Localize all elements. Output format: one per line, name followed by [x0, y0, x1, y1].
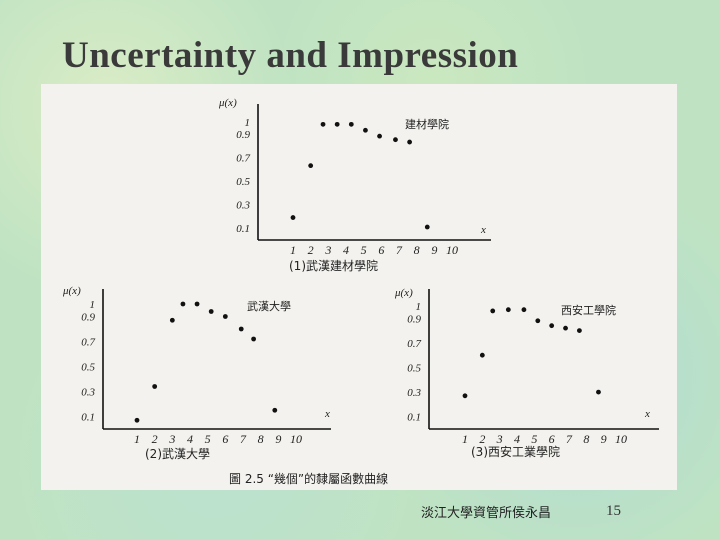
panel2-y-tick-label: 1 [90, 299, 96, 311]
panel2-data-point [169, 317, 175, 323]
panel3-data-point [505, 307, 511, 313]
panel1-x-tick-label: 5 [361, 243, 367, 257]
panel3-x-tick-label: 9 [601, 432, 607, 446]
panel2-x-tick-label: 2 [152, 432, 158, 446]
panel1-subtitle: (1)武漢建材學院 [289, 259, 378, 273]
panel1-data-point [424, 224, 430, 230]
panel1-y-tick-label: 0.9 [236, 129, 250, 141]
panel1-x-tick-label: 3 [324, 243, 331, 257]
panel2-data-point [194, 301, 200, 307]
panel3-data-point [563, 325, 568, 331]
panel2-y-tick-label: 0.3 [81, 387, 95, 399]
panel1-data-point [393, 137, 398, 143]
panel3-y-tick-label: 0.7 [407, 338, 421, 350]
panel3-y-tick-label: 0.5 [407, 363, 421, 375]
panel1-y-tick-label: 0.1 [236, 223, 250, 235]
panel1-x-tick-label: 4 [343, 243, 349, 257]
panel3-data-point [479, 352, 485, 358]
membership-function-figure: μ(x)x10.90.70.50.30.11 2 3 4 5 6 7 8 9 10建材學院(1)武… [62, 97, 659, 486]
panel2-x-tick-label: 5 [205, 432, 211, 446]
panel1-y-tick-label: 1 [245, 117, 251, 129]
panel3-x-tick-label: 7 [566, 432, 573, 446]
panel3-ylabel: μ(x) [394, 287, 413, 299]
panel1-y-tick-label: 0.5 [236, 176, 250, 188]
panel2-legend: 武漢大學 [247, 299, 291, 313]
panel1-data-point [363, 127, 368, 133]
panel3-data-point [577, 328, 582, 333]
panel3-data-point [549, 323, 555, 329]
panel1-data-point [348, 121, 354, 127]
panel3-data-point [521, 307, 527, 313]
panel2-y-tick-label: 0.5 [81, 362, 95, 374]
panel3-x-tick-label: 2 [479, 432, 485, 446]
slide-title: Uncertainty and Impression [62, 35, 519, 76]
panel2-x-tick-label: 1 [134, 432, 140, 446]
panel2-data-point [272, 407, 278, 413]
panel3-y-tick-label: 1 [416, 301, 422, 313]
panel3-x-tick-label: 8 [583, 432, 589, 446]
panel1-legend: 建材學院 [405, 117, 449, 131]
panel1-data-point [290, 215, 296, 220]
panel1-x-tick-label: 6 [378, 243, 384, 257]
figure-panel: μ(x) x 1 0.9 0.7 0.5 0.3 0.1 1 2 3 4 5 6 7 8 9 10 建材學院 (1)武… [41, 84, 677, 490]
panel2-data-point [152, 384, 158, 389]
panel3-data-point [462, 393, 468, 399]
panel1-data-point [377, 133, 382, 139]
panel1-x-tick-label: 1 [290, 243, 296, 257]
panel1-data-point [334, 121, 340, 127]
panel2-data-point [134, 417, 140, 423]
panel2-data-point [238, 326, 244, 332]
panel1-ylabel: μ(x) [218, 97, 237, 109]
panel1-data-point [308, 163, 314, 169]
panel3-x-tick-label: 1 [462, 432, 468, 446]
panel3-x-tick-label: 10 [615, 432, 627, 446]
footer-author: 淡江大學資管所侯永昌 [421, 506, 552, 521]
panel2-subtitle: (2)武漢大學 [145, 447, 210, 461]
panel3-legend: 西安工學院 [561, 303, 616, 317]
panel2-x-tick-label: 4 [187, 432, 193, 446]
page-number: 15 [606, 503, 621, 519]
panel2-xlabel: x [324, 408, 330, 420]
panel2-ylabel: μ(x) [62, 285, 81, 297]
panel1-x-tick-label: 2 [308, 243, 314, 257]
panel3-subtitle: (3)西安工業學院 [471, 444, 560, 459]
panel2-x-tick-label: 10 [290, 432, 302, 446]
panel1-data-point [320, 121, 326, 127]
panel3-y-tick-label: 0.3 [407, 387, 421, 399]
panel3-y-tick-label: 0.1 [407, 412, 421, 424]
panel2-x-tick-label: 6 [222, 432, 228, 446]
panel2-data-point [180, 301, 186, 307]
figure-caption: 圖 2.5 “幾個”的隸屬函數曲線 [229, 471, 388, 486]
panel1-x-tick-label: 10 [446, 243, 458, 257]
panel2-x-tick-label: 8 [258, 432, 264, 446]
panel3-data-point [490, 308, 496, 314]
panel1-x-tick-label: 9 [431, 243, 437, 257]
panel3-x-tick-label: 5 [531, 432, 537, 446]
panel2-y-tick-label: 0.7 [81, 337, 95, 349]
panel1-xlabel: x [480, 224, 486, 236]
panel3-xlabel: x [644, 408, 650, 420]
panel2-data-point [251, 336, 256, 342]
panel2-x-tick-label: 7 [240, 432, 247, 446]
panel1-x-tick-label: 8 [414, 243, 420, 257]
panel3-x-tick-label: 4 [514, 432, 520, 446]
panel3-x-tick-label: 3 [496, 432, 503, 446]
panel1-x-tick-label: 7 [396, 243, 403, 257]
panel2-x-tick-label: 3 [168, 432, 175, 446]
panel3-y-tick-label: 0.9 [407, 313, 421, 325]
panel3-data-point [596, 389, 601, 395]
panel2-data-point [222, 314, 228, 319]
panel2-y-tick-label: 0.9 [81, 312, 95, 324]
panel2-x-tick-label: 9 [275, 432, 281, 446]
panel2-y-tick-label: 0.1 [81, 412, 95, 424]
panel2-data-point [208, 309, 214, 314]
panel3-data-point [535, 318, 541, 324]
panel1-y-tick-label: 0.3 [236, 200, 250, 212]
panel1-y-tick-label: 0.7 [236, 152, 250, 164]
panel1-data-point [407, 139, 412, 145]
panel3-x-tick-label: 6 [549, 432, 555, 446]
